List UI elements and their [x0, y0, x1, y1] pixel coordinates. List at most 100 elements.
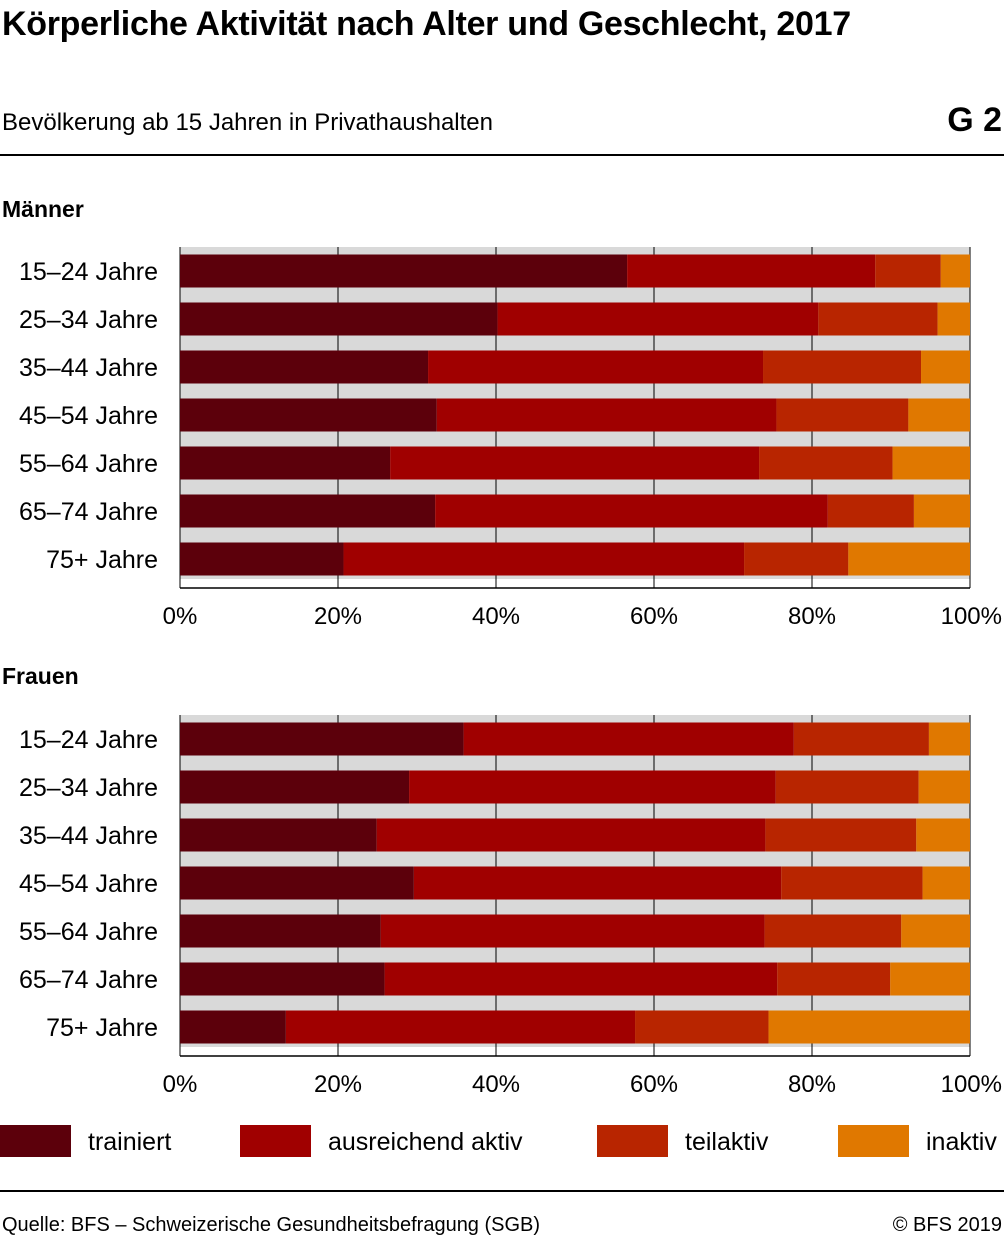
category-label: 65–74 Jahre [19, 498, 158, 526]
category-label: 25–34 Jahre [19, 774, 158, 802]
legend-swatch [240, 1125, 311, 1157]
bar-segment-trainiert [180, 1010, 286, 1044]
category-label: 45–54 Jahre [19, 870, 158, 898]
bar-segment-inaktiv [913, 494, 970, 528]
tick-label: 80% [788, 603, 836, 630]
bar-segment-trainiert [180, 398, 437, 432]
bar-segment-trainiert [180, 770, 410, 804]
tick-label: 40% [472, 603, 520, 630]
copyright: © BFS 2019 [892, 1214, 1002, 1236]
tick-label: 100% [941, 603, 1002, 630]
bar-segment-ausreichend-aktiv [413, 866, 782, 900]
legend-label: trainiert [88, 1128, 172, 1156]
bar-segment-teilaktiv [635, 1010, 769, 1044]
chart-subtitle: Bevölkerung ab 15 Jahren in Privathausha… [2, 109, 493, 136]
bar-segment-trainiert [180, 914, 381, 948]
category-label: 75+ Jahre [46, 546, 158, 574]
bar-segment-inaktiv [848, 542, 970, 576]
source-note: Quelle: BFS – Schweizerische Gesundheits… [2, 1214, 541, 1236]
tick-label: 20% [314, 1071, 362, 1098]
bar-segment-trainiert [180, 494, 436, 528]
chart-maenner: 15–24 Jahre 25–34 Jahre 35–44 Jahre 45–54 J… [19, 247, 1002, 630]
bar-segment-trainiert [180, 446, 391, 480]
chart-title: Körperliche Aktivität nach Alter und Ges… [2, 5, 851, 43]
bar-segment-inaktiv [940, 254, 970, 288]
bar-segment-trainiert [180, 542, 344, 576]
bar-segment-ausreichend-aktiv [436, 398, 777, 432]
category-label: 25–34 Jahre [19, 306, 158, 334]
category-label: 75+ Jahre [46, 1014, 158, 1042]
category-label: 65–74 Jahre [19, 966, 158, 994]
bar-segment-ausreichend-aktiv [343, 542, 745, 576]
bar-segment-inaktiv [921, 350, 970, 384]
legend-swatch [597, 1125, 668, 1157]
bar-segment-ausreichend-aktiv [285, 1010, 636, 1044]
bar-segment-teilaktiv [875, 254, 941, 288]
bar-segment-ausreichend-aktiv [497, 302, 819, 336]
category-label: 35–44 Jahre [19, 354, 158, 382]
footer-rule [0, 1190, 1004, 1192]
bar-segment-trainiert [180, 866, 414, 900]
category-label: 15–24 Jahre [19, 726, 158, 754]
tick-label: 0% [163, 1071, 198, 1098]
legend-swatch [838, 1125, 909, 1157]
bar-segment-ausreichend-aktiv [435, 494, 828, 528]
bar-segment-trainiert [180, 818, 377, 852]
bar-segment-teilaktiv [777, 962, 891, 996]
bar-segment-inaktiv [922, 866, 970, 900]
bar-segment-teilaktiv [818, 302, 938, 336]
legend-label: teilaktiv [685, 1128, 769, 1156]
tick-label: 0% [163, 603, 198, 630]
bar-segment-teilaktiv [776, 398, 909, 432]
bar-segment-teilaktiv [759, 446, 893, 480]
tick-label: 80% [788, 1071, 836, 1098]
tick-label: 40% [472, 1071, 520, 1098]
bar-segment-teilaktiv [793, 722, 929, 756]
header-rule [0, 154, 1004, 156]
bar-segment-trainiert [180, 350, 429, 384]
tick-label: 60% [630, 603, 678, 630]
panel-title-frauen: Frauen [2, 663, 79, 689]
bar-segment-teilaktiv [775, 770, 919, 804]
bar-segment-inaktiv [768, 1010, 970, 1044]
bar-segment-trainiert [180, 722, 464, 756]
chart-frauen: 15–24 Jahre 25–34 Jahre 35–44 Jahre 45–54 J… [19, 715, 1002, 1098]
tick-label: 60% [630, 1071, 678, 1098]
graphic-number: G 2 [947, 101, 1002, 139]
legend-swatch [0, 1125, 71, 1157]
bar-segment-trainiert [180, 254, 628, 288]
bar-segment-trainiert [180, 302, 498, 336]
bar-segment-trainiert [180, 962, 385, 996]
bar-segment-teilaktiv [781, 866, 923, 900]
bar-segment-ausreichend-aktiv [376, 818, 766, 852]
tick-label: 100% [941, 1071, 1002, 1098]
bar-segment-ausreichend-aktiv [380, 914, 765, 948]
category-label: 15–24 Jahre [19, 258, 158, 286]
bar-segment-ausreichend-aktiv [627, 254, 876, 288]
bar-segment-teilaktiv [764, 914, 902, 948]
category-label: 55–64 Jahre [19, 450, 158, 478]
category-label: 35–44 Jahre [19, 822, 158, 850]
legend: trainiert ausreichend aktiv teilaktiv inakt… [0, 1125, 1004, 1159]
bar-segment-inaktiv [916, 818, 970, 852]
bar-segment-inaktiv [918, 770, 970, 804]
bar-segment-inaktiv [892, 446, 970, 480]
bar-segment-ausreichend-aktiv [463, 722, 794, 756]
bar-segment-teilaktiv [744, 542, 849, 576]
bar-segment-ausreichend-aktiv [390, 446, 760, 480]
bar-segment-teilaktiv [765, 818, 917, 852]
bar-segment-ausreichend-aktiv [384, 962, 778, 996]
bar-segment-inaktiv [928, 722, 970, 756]
category-label: 45–54 Jahre [19, 402, 158, 430]
bar-segment-teilaktiv [763, 350, 922, 384]
bar-segment-inaktiv [890, 962, 970, 996]
tick-label: 20% [314, 603, 362, 630]
panel-title-maenner: Männer [2, 196, 84, 222]
legend-label: ausreichend aktiv [328, 1128, 523, 1156]
category-label: 55–64 Jahre [19, 918, 158, 946]
bar-segment-inaktiv [937, 302, 970, 336]
bar-segment-ausreichend-aktiv [409, 770, 776, 804]
bar-segment-ausreichend-aktiv [428, 350, 764, 384]
legend-label: inaktiv [926, 1128, 997, 1156]
bar-segment-inaktiv [908, 398, 970, 432]
